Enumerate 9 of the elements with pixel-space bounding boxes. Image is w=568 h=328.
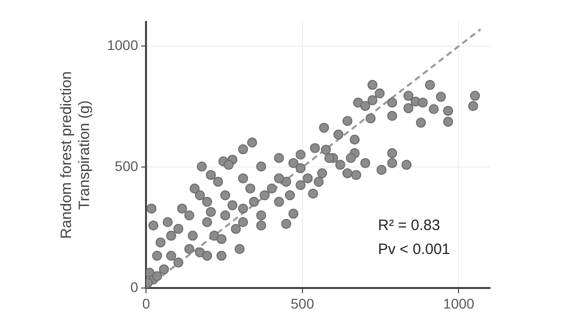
y-axis-title: Random forest prediction Transpiration (g): [58, 71, 94, 239]
x-tick-label: 500: [290, 295, 314, 312]
y-tick-label: 0: [130, 279, 138, 296]
annotation: Pv < 0.001: [378, 241, 450, 258]
x-tick-label: 1000: [443, 295, 475, 312]
x-tick-label: 0: [142, 295, 150, 312]
annotation: R² = 0.83: [378, 217, 440, 234]
y-tick-label: 1000: [106, 37, 138, 54]
y-tick-label: 500: [114, 158, 138, 174]
